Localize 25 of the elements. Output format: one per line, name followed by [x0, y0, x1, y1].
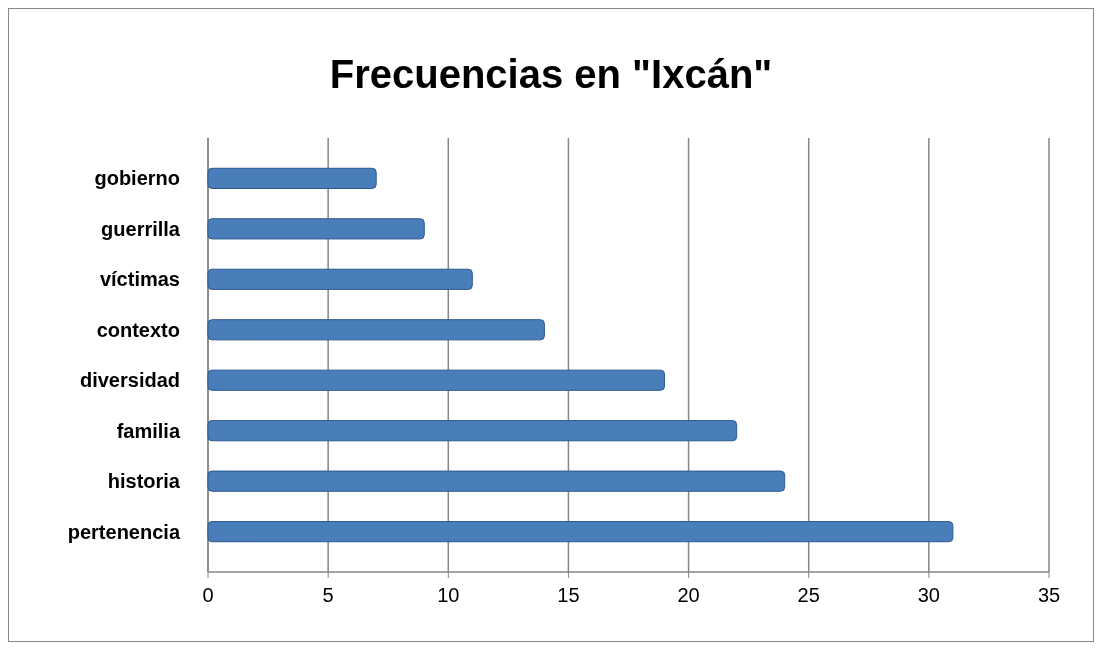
x-tick-label: 5 — [322, 584, 334, 606]
bar — [207, 369, 666, 391]
x-tick-label: 10 — [437, 584, 460, 606]
x-tick-label: 0 — [202, 584, 214, 606]
y-tick-label: gobierno — [94, 167, 180, 190]
x-tick-label: 35 — [1037, 584, 1061, 606]
x-tick-label: 20 — [677, 584, 700, 606]
bar — [207, 420, 738, 442]
bar — [207, 470, 786, 492]
bar — [207, 268, 473, 290]
x-tick-label: 15 — [557, 584, 580, 606]
x-tick-label: 25 — [797, 584, 820, 606]
bar — [207, 319, 545, 341]
y-tick-label: pertenencia — [67, 520, 181, 543]
y-tick-label: víctimas — [99, 268, 180, 291]
y-tick-label: contexto — [96, 318, 180, 341]
chart-title: Frecuencias en "Ixcán" — [329, 52, 773, 96]
y-tick-label: familia — [116, 419, 181, 442]
bar — [207, 167, 377, 189]
x-tick-label: 30 — [917, 584, 940, 606]
bar — [207, 218, 425, 240]
y-tick-label: historia — [107, 470, 181, 493]
y-tick-label: diversidad — [79, 369, 180, 392]
y-tick-label: guerrilla — [101, 217, 181, 240]
bar — [207, 521, 954, 543]
